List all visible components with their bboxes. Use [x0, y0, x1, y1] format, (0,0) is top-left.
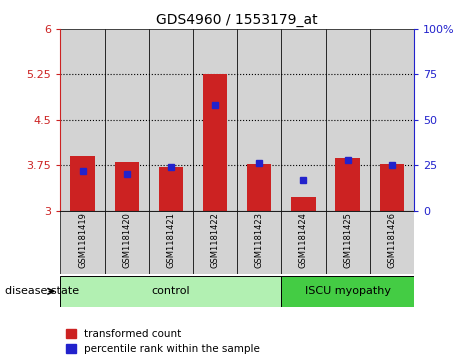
- Bar: [203, 74, 227, 211]
- Bar: [237, 29, 281, 211]
- Text: GSM1181419: GSM1181419: [78, 212, 87, 268]
- Title: GDS4960 / 1553179_at: GDS4960 / 1553179_at: [156, 13, 318, 26]
- Bar: [105, 211, 149, 274]
- Text: disease state: disease state: [5, 286, 79, 296]
- Bar: [326, 29, 370, 211]
- Bar: [193, 211, 237, 274]
- Bar: [370, 211, 414, 274]
- Text: ISCU myopathy: ISCU myopathy: [305, 286, 391, 296]
- Bar: [60, 211, 105, 274]
- Text: GSM1181425: GSM1181425: [343, 212, 352, 268]
- Text: GSM1181423: GSM1181423: [255, 212, 264, 269]
- Bar: [159, 167, 183, 211]
- Bar: [193, 29, 237, 211]
- Bar: [237, 211, 281, 274]
- Bar: [291, 197, 316, 211]
- Bar: [281, 211, 326, 274]
- Bar: [60, 29, 105, 211]
- Legend: transformed count, percentile rank within the sample: transformed count, percentile rank withi…: [66, 329, 260, 354]
- Bar: [149, 29, 193, 211]
- Bar: [247, 164, 272, 211]
- Text: GSM1181420: GSM1181420: [122, 212, 131, 268]
- Bar: [370, 29, 414, 211]
- Bar: [60, 276, 281, 307]
- Text: GSM1181422: GSM1181422: [211, 212, 219, 268]
- Bar: [281, 276, 414, 307]
- Text: control: control: [152, 286, 190, 296]
- Text: GSM1181424: GSM1181424: [299, 212, 308, 268]
- Bar: [114, 162, 139, 211]
- Bar: [326, 211, 370, 274]
- Bar: [105, 29, 149, 211]
- Text: GSM1181426: GSM1181426: [387, 212, 396, 269]
- Bar: [379, 164, 404, 211]
- Bar: [149, 211, 193, 274]
- Text: GSM1181421: GSM1181421: [166, 212, 175, 268]
- Bar: [281, 29, 326, 211]
- Bar: [335, 158, 360, 211]
- Bar: [70, 156, 95, 211]
